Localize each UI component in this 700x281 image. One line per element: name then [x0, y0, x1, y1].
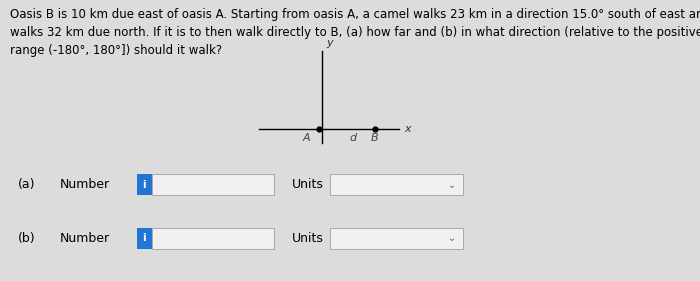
- Text: Oasis B is 10 km due east of oasis A. Starting from oasis A, a camel walks 23 km: Oasis B is 10 km due east of oasis A. St…: [10, 8, 700, 57]
- Text: (a): (a): [328, 174, 344, 187]
- Text: i: i: [142, 233, 146, 243]
- FancyBboxPatch shape: [330, 174, 463, 195]
- Text: B: B: [371, 133, 378, 144]
- Text: ⌄: ⌄: [448, 180, 456, 190]
- Text: Units: Units: [292, 232, 324, 245]
- Text: d: d: [350, 133, 357, 144]
- Text: Number: Number: [60, 232, 110, 245]
- Text: Number: Number: [60, 178, 110, 191]
- FancyBboxPatch shape: [136, 174, 152, 195]
- Text: x: x: [404, 124, 410, 134]
- Text: (b): (b): [18, 232, 35, 245]
- Text: i: i: [142, 180, 146, 190]
- FancyBboxPatch shape: [152, 174, 274, 195]
- FancyBboxPatch shape: [330, 228, 463, 249]
- Text: (a): (a): [18, 178, 35, 191]
- Text: y: y: [326, 38, 332, 48]
- Text: Units: Units: [292, 178, 324, 191]
- FancyBboxPatch shape: [152, 228, 274, 249]
- FancyBboxPatch shape: [136, 228, 152, 249]
- Text: ⌄: ⌄: [448, 233, 456, 243]
- Text: A: A: [303, 133, 310, 144]
